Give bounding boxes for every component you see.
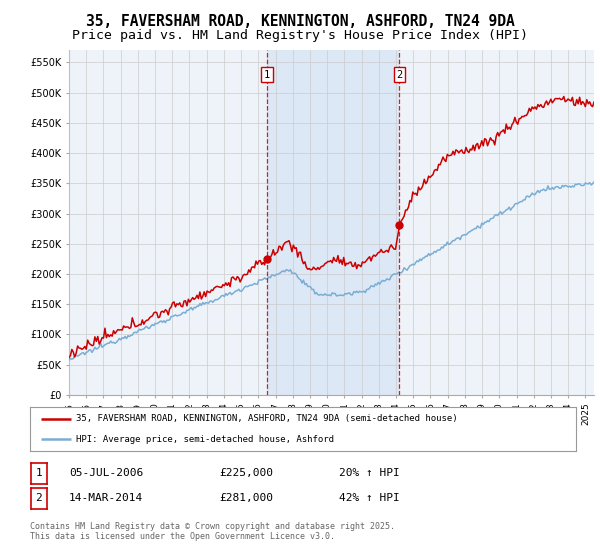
Text: 1: 1 [35, 468, 43, 478]
Text: 35, FAVERSHAM ROAD, KENNINGTON, ASHFORD, TN24 9DA (semi-detached house): 35, FAVERSHAM ROAD, KENNINGTON, ASHFORD,… [76, 414, 458, 423]
Text: 2: 2 [397, 69, 403, 80]
Bar [267, 50, 400, 395]
Text: 2: 2 [35, 493, 43, 503]
Text: 05-JUL-2006: 05-JUL-2006 [69, 468, 143, 478]
Text: Contains HM Land Registry data © Crown copyright and database right 2025.
This d: Contains HM Land Registry data © Crown c… [30, 522, 395, 542]
Text: 20% ↑ HPI: 20% ↑ HPI [339, 468, 400, 478]
Text: £225,000: £225,000 [219, 468, 273, 478]
Text: 35, FAVERSHAM ROAD, KENNINGTON, ASHFORD, TN24 9DA: 35, FAVERSHAM ROAD, KENNINGTON, ASHFORD,… [86, 14, 514, 29]
Text: HPI: Average price, semi-detached house, Ashford: HPI: Average price, semi-detached house,… [76, 435, 334, 444]
Text: 42% ↑ HPI: 42% ↑ HPI [339, 493, 400, 503]
Text: 1: 1 [264, 69, 270, 80]
Text: 14-MAR-2014: 14-MAR-2014 [69, 493, 143, 503]
Text: £281,000: £281,000 [219, 493, 273, 503]
Text: Price paid vs. HM Land Registry's House Price Index (HPI): Price paid vs. HM Land Registry's House … [72, 29, 528, 42]
